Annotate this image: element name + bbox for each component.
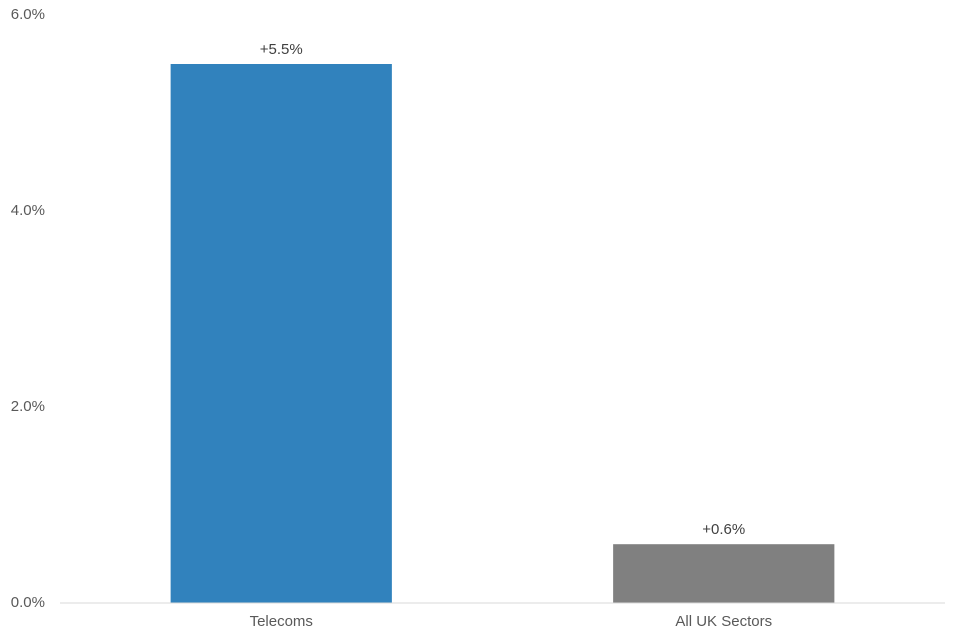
value-label: +0.6% bbox=[702, 521, 745, 538]
x-tick-label: All UK Sectors bbox=[675, 613, 772, 630]
value-label: +5.5% bbox=[260, 41, 303, 58]
y-tick-label: 6.0% bbox=[11, 6, 45, 23]
bar bbox=[170, 64, 392, 603]
y-tick-label: 2.0% bbox=[11, 398, 45, 415]
y-tick-label: 4.0% bbox=[11, 202, 45, 219]
y-tick-label: 0.0% bbox=[11, 594, 45, 611]
bar bbox=[613, 544, 835, 603]
x-tick-label: Telecoms bbox=[250, 613, 313, 630]
